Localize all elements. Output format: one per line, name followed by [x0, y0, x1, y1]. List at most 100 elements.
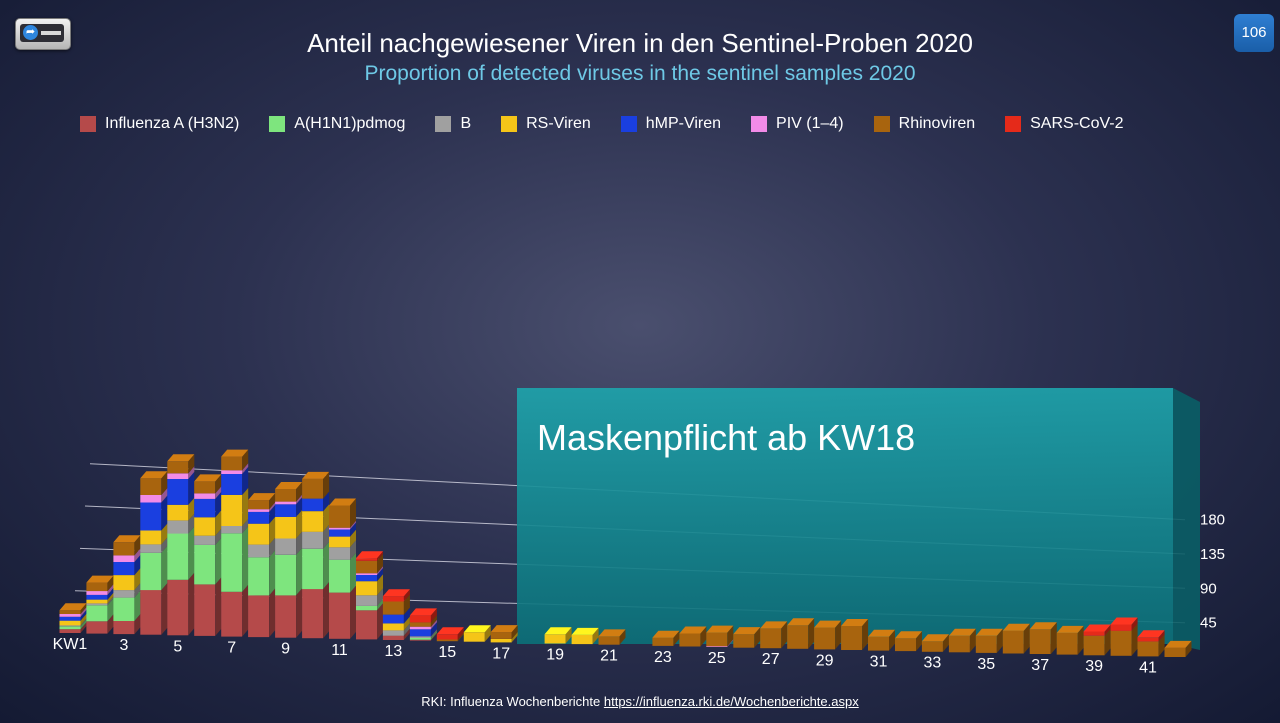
bar-stack: [733, 627, 761, 648]
bar-top-cap: [652, 630, 680, 638]
bar-segment-side: [242, 466, 249, 495]
bar-segment-side: [457, 627, 464, 640]
bar-segment-side: [134, 590, 141, 621]
bar-top-cap: [329, 498, 356, 506]
bar-segment-side: [134, 535, 141, 556]
x-tick-label: 23: [654, 649, 672, 666]
legend-label: SARS-CoV-2: [1030, 115, 1124, 132]
bar-segment: [436, 634, 458, 640]
bar-segment: [975, 635, 997, 653]
bar-segment-side: [1104, 628, 1111, 656]
bar-segment-side: [1077, 625, 1084, 655]
bar-segment: [382, 614, 404, 624]
y-tick-label: 90: [1200, 580, 1217, 597]
bar-segment-side: [296, 509, 303, 539]
bar-segment: [221, 591, 243, 637]
bar-segment-side: [430, 632, 437, 641]
bar-top-cap: [598, 629, 626, 637]
bar-segment-side: [511, 625, 518, 639]
bar-segment-side: [296, 497, 303, 517]
bar-segment-side: [808, 618, 815, 649]
bar-segment: [409, 622, 431, 627]
bar-segment-side: [161, 471, 168, 495]
bar-segment: [382, 635, 404, 640]
bar-segment-side: [161, 495, 168, 531]
bar-segment-side: [242, 584, 249, 637]
bar-segment-side: [430, 608, 437, 623]
bar-segment-side: [1158, 630, 1165, 642]
bar-segment: [1056, 632, 1078, 655]
bar-top-cap: [221, 449, 249, 457]
bar-segment: [194, 584, 216, 636]
bar-top-cap: [167, 454, 195, 462]
bar-segment: [167, 478, 189, 505]
legend-swatch: [873, 116, 890, 132]
bar-segment-side: [215, 537, 222, 585]
bar-segment-side: [107, 587, 114, 600]
bar-segment-side: [1185, 640, 1192, 657]
bar-stack: [140, 471, 168, 635]
x-tick-label: 13: [385, 643, 403, 660]
legend-item: Influenza A (H3N2): [80, 115, 239, 133]
bar-stack: [787, 618, 815, 649]
bar-top-cap: [59, 603, 87, 611]
bar-segment: [248, 511, 270, 524]
bar-stack: [975, 628, 1003, 653]
bar-segment-side: [889, 629, 895, 651]
bar-stack: [86, 575, 114, 634]
bar-segment: [59, 626, 81, 630]
bar-top-cap: [302, 471, 330, 479]
bar-segment: [490, 639, 512, 643]
bar-segment-side: [296, 531, 303, 555]
bar-top-cap: [140, 471, 168, 479]
bar-segment-side: [350, 540, 356, 560]
page-number-badge: 106: [1234, 14, 1274, 52]
bar-segment-side: [323, 471, 330, 499]
bar-top-cap: [275, 482, 303, 489]
bar-segment-side: [430, 629, 437, 638]
x-tick-label: 15: [438, 644, 456, 661]
legend-swatch: [435, 116, 452, 132]
bar-segment: [463, 632, 485, 642]
bar-segment-side: [403, 616, 410, 631]
bar-stack: [841, 619, 869, 650]
bar-segment-side: [323, 541, 330, 589]
bar-top-cap: [1137, 630, 1165, 638]
bar-segment-side: [134, 555, 141, 576]
bar-segment-side: [269, 493, 276, 510]
bar-segment-side: [107, 596, 114, 606]
bar-stack: [598, 629, 626, 645]
bar-segment-side: [403, 628, 410, 640]
bar-stack: [436, 627, 464, 642]
bar-stack: [1110, 617, 1138, 656]
bar-segment-side: [1131, 617, 1138, 631]
bar-top-cap: [841, 619, 869, 626]
bar-segment-side: [457, 632, 464, 642]
bar-stack: [895, 631, 922, 652]
bar-segment-side: [673, 630, 680, 646]
bar-top-cap: [733, 627, 761, 635]
bar-segment-side: [80, 618, 87, 627]
legend-label: B: [460, 115, 472, 132]
bar-segment: [248, 544, 270, 558]
bar-segment-side: [1050, 622, 1057, 655]
bar-segment: [140, 552, 162, 591]
bar-segment-side: [511, 632, 518, 643]
bar-segment-side: [592, 627, 599, 645]
bar-segment-side: [242, 526, 249, 592]
legend-item: A(H1N1)pdmog: [269, 115, 405, 133]
source-link[interactable]: https://influenza.rki.de/Wochenberichte.…: [603, 694, 859, 709]
bar-segment: [113, 590, 135, 598]
x-tick-label: 33: [924, 655, 942, 672]
bar-top-cap: [948, 628, 976, 636]
bar-stack: [814, 620, 842, 650]
bar-segment: [113, 562, 135, 576]
bar-segment: [194, 517, 216, 536]
bar-segment-side: [107, 575, 114, 592]
bar-segment: [140, 495, 162, 503]
navigation-button[interactable]: ➦: [15, 18, 71, 50]
bar-segment-side: [350, 529, 356, 548]
bar-segment-side: [161, 545, 168, 590]
bar-segment-side: [484, 625, 491, 642]
bar-segment: [409, 638, 431, 640]
